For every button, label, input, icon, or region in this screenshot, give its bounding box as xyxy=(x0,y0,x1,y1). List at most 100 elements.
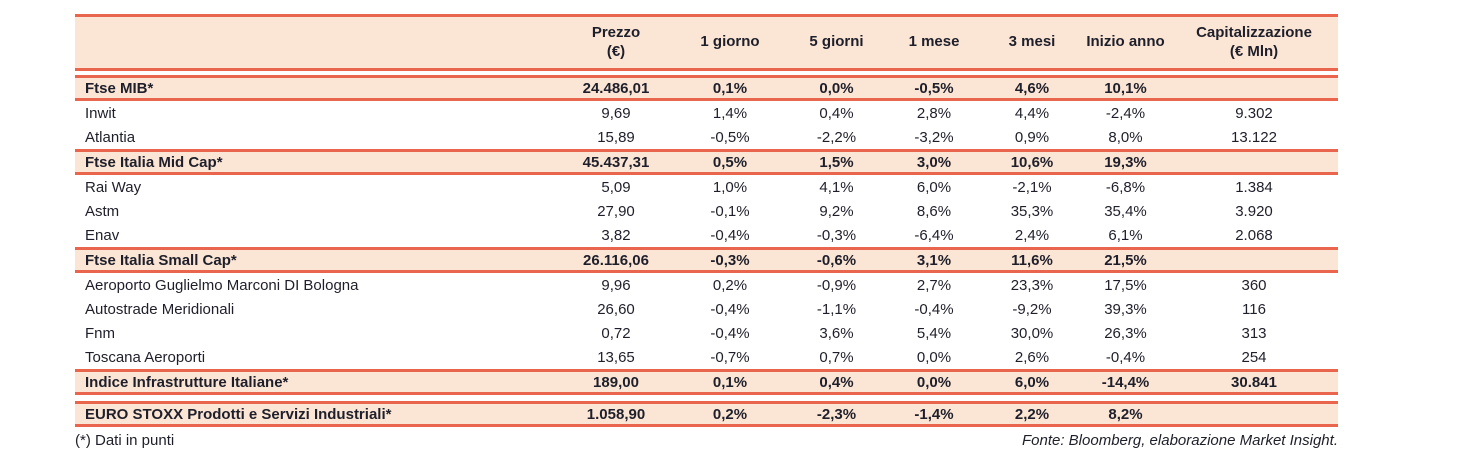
value-cell: -2,4% xyxy=(1105,104,1146,122)
table-body: Ftse MIB* 24.486,01 0,1% 0,0% -0,5% 4,6% 10,1%… xyxy=(75,75,1338,427)
value-cell: 26,3% xyxy=(1104,324,1147,342)
stock-row: Aeroporto Guglielmo Marconi DI Bologna 9,… xyxy=(75,273,1338,297)
instrument-name: Aeroporto Guglielmo Marconi DI Bologna xyxy=(85,276,359,294)
value-cell: 26,60 xyxy=(597,300,635,318)
value-cell: 254 xyxy=(1241,348,1267,366)
index-row: Ftse Italia Mid Cap* 45.437,31 0,5% 1,5% 3,0… xyxy=(75,149,1338,175)
stock-row: Enav 3,82 -0,4% -0,3% -6,4% 2,4% 6,1% 2.068 xyxy=(75,223,1338,247)
value-cell: -0,5% xyxy=(914,79,954,97)
value-cell: 3,1% xyxy=(916,251,952,269)
market-table: Prezzo (€) 1 giorno 5 giorni 1 mese 3 me… xyxy=(75,14,1338,449)
stock-row: Astm 27,90 -0,1% 9,2% 8,6% 35,3% 35,4% 3.920 xyxy=(75,199,1338,223)
value-cell: 3,82 xyxy=(601,226,631,244)
value-cell: 2,4% xyxy=(1014,226,1050,244)
value-cell: 0,0% xyxy=(916,373,952,391)
value-cell: 0,9% xyxy=(1014,128,1050,146)
value-cell: 5,09 xyxy=(601,178,631,196)
value-cell: 4,4% xyxy=(1014,104,1050,122)
value-cell: 35,4% xyxy=(1104,202,1147,220)
value-cell: 2,7% xyxy=(916,276,952,294)
column-header-1-giorno: 1 giorno xyxy=(672,33,788,52)
value-cell: -6,4% xyxy=(914,226,954,244)
value-cell: 3.920 xyxy=(1235,202,1273,220)
instrument-name: Ftse Italia Small Cap* xyxy=(85,251,237,269)
column-header-sub: (€) xyxy=(606,42,626,60)
value-cell: -0,4% xyxy=(1105,348,1146,366)
value-cell: 8,0% xyxy=(1108,128,1143,146)
column-header-label: 5 giorni xyxy=(809,33,864,51)
column-header-label: 1 mese xyxy=(908,33,960,51)
value-cell: 1.384 xyxy=(1235,178,1273,196)
index-row: Indice Infrastrutture Italiane* 189,00 0,1… xyxy=(75,369,1338,395)
value-cell: 13.122 xyxy=(1231,128,1277,146)
instrument-name: Toscana Aeroporti xyxy=(85,348,206,366)
column-header-label: Prezzo xyxy=(591,23,641,41)
value-cell: 4,1% xyxy=(819,178,854,196)
value-cell: 17,5% xyxy=(1104,276,1147,294)
value-cell: -0,3% xyxy=(710,251,750,269)
value-cell: 45.437,31 xyxy=(582,153,650,171)
value-cell: 15,89 xyxy=(597,128,635,146)
value-cell: 6,0% xyxy=(916,178,952,196)
value-cell: 23,3% xyxy=(1010,276,1054,294)
value-cell: 9,69 xyxy=(601,104,631,122)
value-cell: -1,1% xyxy=(816,300,857,318)
value-cell: -1,4% xyxy=(914,405,954,423)
value-cell: 360 xyxy=(1241,276,1267,294)
column-header-label: 1 giorno xyxy=(700,33,760,51)
value-cell: -9,2% xyxy=(1012,300,1052,318)
value-cell: -6,8% xyxy=(1105,178,1146,196)
value-cell: 6,0% xyxy=(1014,373,1050,391)
column-header-capitalizzazione: Capitalizzazione (€ Mln) xyxy=(1170,24,1338,62)
value-cell: 116 xyxy=(1242,300,1266,318)
value-cell: 30.841 xyxy=(1231,373,1277,391)
column-header-sub: (€ Mln) xyxy=(1229,42,1279,60)
value-cell: 30,0% xyxy=(1010,324,1054,342)
value-cell: 0,4% xyxy=(819,373,854,391)
value-cell: -0,9% xyxy=(816,276,857,294)
value-cell: 1,5% xyxy=(819,153,854,171)
value-cell: -0,5% xyxy=(710,128,750,146)
value-cell: 0,7% xyxy=(819,348,854,366)
instrument-name: EURO STOXX Prodotti e Servizi Industrial… xyxy=(85,405,392,423)
stock-row: Atlantia 15,89 -0,5% -2,2% -3,2% 0,9% 8,0% 13.1… xyxy=(75,125,1338,149)
value-cell: -0,4% xyxy=(914,300,954,318)
index-row: EURO STOXX Prodotti e Servizi Industrial… xyxy=(75,401,1338,427)
stock-row: Toscana Aeroporti 13,65 -0,7% 0,7% 0,0% 2,6% -… xyxy=(75,345,1338,369)
instrument-name: Rai Way xyxy=(85,178,142,196)
value-cell: 2,8% xyxy=(916,104,952,122)
instrument-name: Ftse MIB* xyxy=(85,79,154,97)
instrument-name: Autostrade Meridionali xyxy=(85,300,235,318)
value-cell: -2,3% xyxy=(816,405,857,423)
table-header-row: Prezzo (€) 1 giorno 5 giorni 1 mese 3 me… xyxy=(75,14,1338,71)
value-cell: -0,3% xyxy=(816,226,857,244)
instrument-name: Atlantia xyxy=(85,128,136,146)
value-cell: 10,1% xyxy=(1104,79,1147,97)
instrument-name: Astm xyxy=(85,202,120,220)
value-cell: 0,2% xyxy=(712,276,748,294)
stock-row: Fnm 0,72 -0,4% 3,6% 5,4% 30,0% 26,3% 313 xyxy=(75,321,1338,345)
value-cell: 11,6% xyxy=(1011,251,1053,269)
value-cell: 2,6% xyxy=(1014,348,1050,366)
value-cell: -2,1% xyxy=(1012,178,1052,196)
index-row: Ftse MIB* 24.486,01 0,1% 0,0% -0,5% 4,6% 10,1% xyxy=(75,75,1338,101)
value-cell: 13,65 xyxy=(597,348,635,366)
value-cell: 0,5% xyxy=(712,153,748,171)
index-row: Ftse Italia Small Cap* 26.116,06 -0,3% -0,6… xyxy=(75,247,1338,273)
value-cell: 0,1% xyxy=(712,373,748,391)
value-cell: 1,0% xyxy=(712,178,748,196)
value-cell: 3,0% xyxy=(916,153,952,171)
instrument-name: Ftse Italia Mid Cap* xyxy=(85,153,223,171)
value-cell: 0,2% xyxy=(712,405,748,423)
instrument-name: Inwit xyxy=(85,104,116,122)
value-cell: 1,4% xyxy=(712,104,748,122)
instrument-name: Enav xyxy=(85,226,120,244)
value-cell: 6,1% xyxy=(1108,226,1143,244)
column-header-3-mesi: 3 mesi xyxy=(983,33,1081,52)
footnote: (*) Dati in punti xyxy=(75,432,175,449)
value-cell: 1.058,90 xyxy=(586,405,646,423)
value-cell: -0,4% xyxy=(710,300,750,318)
value-cell: -2,2% xyxy=(816,128,857,146)
value-cell: 0,0% xyxy=(916,348,952,366)
column-header-inizio-anno: Inizio anno xyxy=(1081,33,1170,52)
